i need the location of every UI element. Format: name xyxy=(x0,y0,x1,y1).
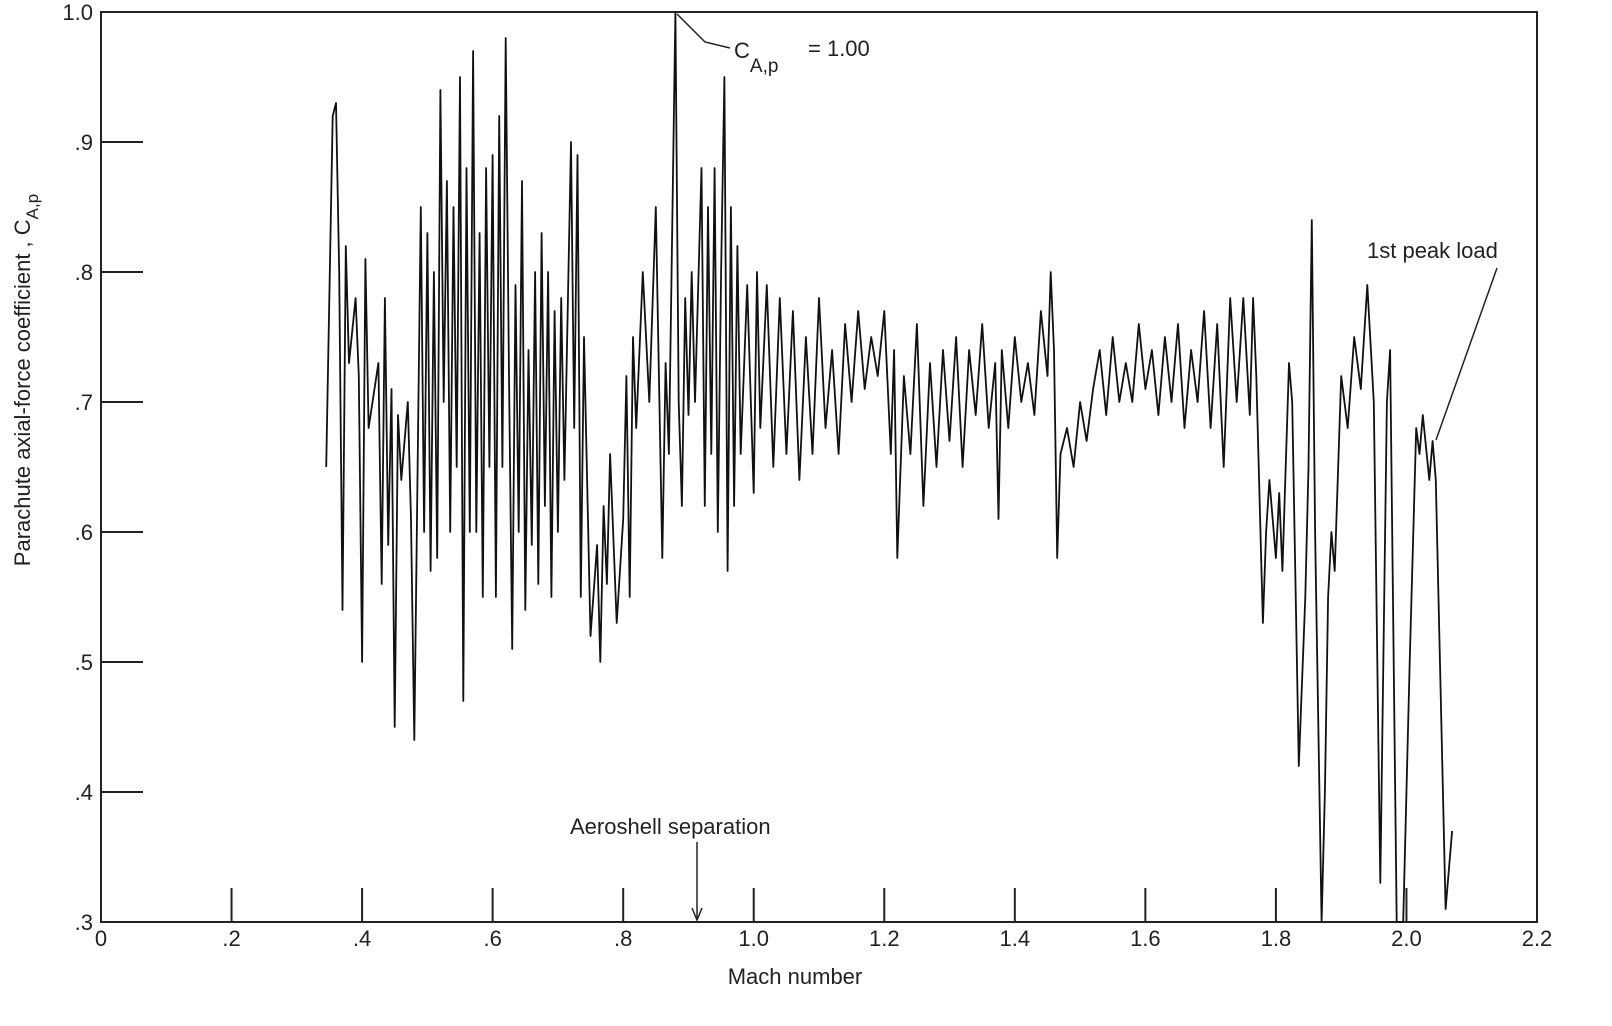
separation-arrowhead xyxy=(691,907,703,922)
x-tick-label: 1.2 xyxy=(869,926,900,951)
peak-value: = 1.00 xyxy=(808,36,870,61)
x-tick-label: .4 xyxy=(353,926,371,951)
x-tick-label: .8 xyxy=(614,926,632,951)
y-axis-label-text: Parachute axial-force coefficient , C xyxy=(10,219,35,566)
y-tick-label: .5 xyxy=(75,650,93,675)
x-tick-label: 1.0 xyxy=(738,926,769,951)
y-tick-label: .8 xyxy=(75,260,93,285)
x-tick-label: 0 xyxy=(95,926,107,951)
y-tick-label: .4 xyxy=(75,780,93,805)
x-tick-label: 1.6 xyxy=(1130,926,1161,951)
peak-annotation: CA,p xyxy=(734,38,778,77)
x-tick-label: .2 xyxy=(222,926,240,951)
x-tick-label: .6 xyxy=(483,926,501,951)
y-tick-label: .9 xyxy=(75,130,93,155)
peak-leader xyxy=(676,13,731,49)
first-peak-annotation: 1st peak load xyxy=(1367,238,1498,263)
y-tick-label: 1.0 xyxy=(62,0,93,25)
y-tick-label: .6 xyxy=(75,520,93,545)
peak-symbol: C xyxy=(734,38,750,63)
plot-frame xyxy=(100,11,1538,923)
x-axis-label: Mach number xyxy=(728,964,863,989)
data-line xyxy=(325,11,1453,923)
peak-subscript: A,p xyxy=(750,56,779,77)
y-tick-label: .7 xyxy=(75,390,93,415)
x-tick-label: 2.0 xyxy=(1391,926,1422,951)
axes xyxy=(100,11,1538,923)
first-peak-leader xyxy=(1435,267,1498,441)
x-tick-label: 2.2 xyxy=(1522,926,1553,951)
y-tick-label: .3 xyxy=(75,910,93,935)
y-axis-label-subscript: A,p xyxy=(23,194,42,220)
separation-annotation: Aeroshell separation xyxy=(570,814,771,839)
x-tick-label: 1.8 xyxy=(1261,926,1292,951)
x-tick-label: 1.4 xyxy=(1000,926,1031,951)
y-axis-label: Parachute axial-force coefficient , CA,p xyxy=(10,194,42,566)
